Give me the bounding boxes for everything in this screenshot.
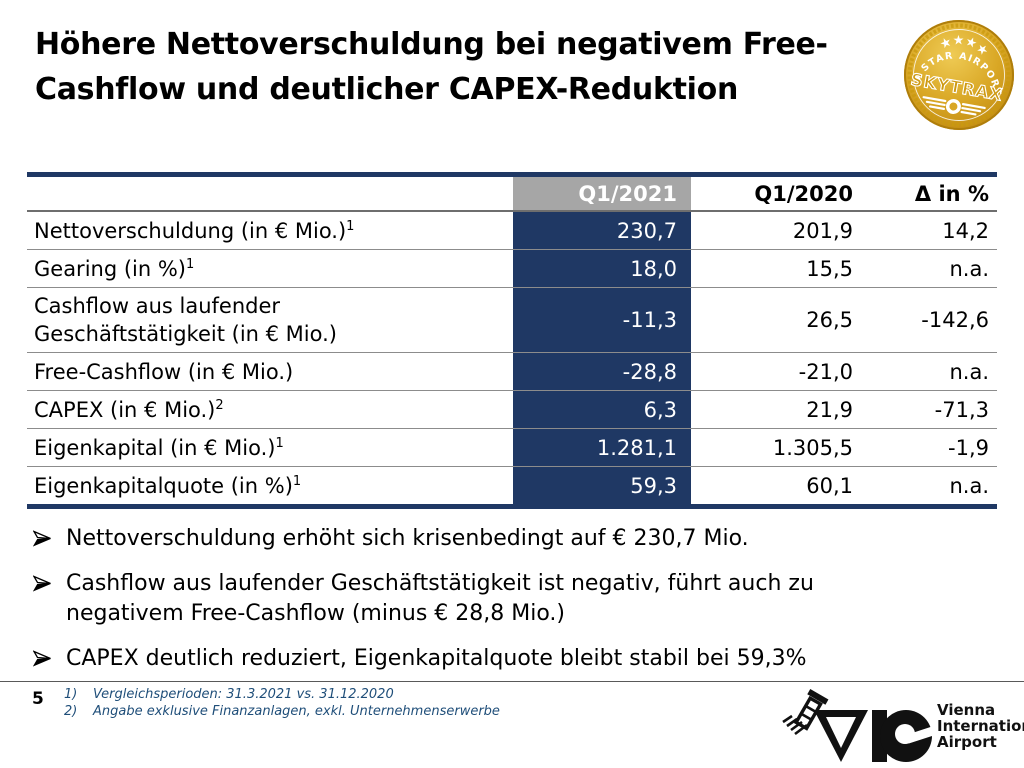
star-icon: ★ xyxy=(938,35,955,53)
row-label: Free-Cashflow (in € Mio.) xyxy=(34,360,294,384)
table-row: Cashflow aus laufender Geschäftstätigkei… xyxy=(27,287,997,353)
table-row: Eigenkapitalquote (in %)1 59,3 60,1 n.a. xyxy=(27,466,997,507)
value-q1-2021: 1.281,1 xyxy=(513,428,691,467)
value-q1-2021: 18,0 xyxy=(513,249,691,288)
vie-logo-text-line2: International xyxy=(937,717,1024,735)
bullet-text: Cashflow aus laufender Geschäftstätigkei… xyxy=(66,571,814,626)
skytrax-badge: ★ ★ ★ ★ 4 STAR AIRPORT SKYTRAX xyxy=(904,20,1014,130)
value-q1-2021: 6,3 xyxy=(513,390,691,429)
footnote-superscript: 1 xyxy=(275,436,284,451)
header-q1-2020: Q1/2020 xyxy=(754,181,853,206)
value-q1-2020: 21,9 xyxy=(806,397,853,422)
header-q1-2021: Q1/2021 xyxy=(513,174,691,211)
table-row: CAPEX (in € Mio.)2 6,3 21,9 -71,3 xyxy=(27,390,997,429)
vie-logo-text-line3: Airport xyxy=(937,733,997,751)
value-q1-2020: 201,9 xyxy=(792,218,853,243)
table-row: Eigenkapital (in € Mio.)1 1.281,1 1.305,… xyxy=(27,428,997,467)
arrow-bullet-icon xyxy=(33,650,51,667)
page-number: 5 xyxy=(32,689,44,709)
footnote-text: Vergleichsperioden: 31.3.2021 vs. 31.12.… xyxy=(93,687,394,702)
footnotes: 1) Vergleichsperioden: 31.3.2021 vs. 31.… xyxy=(64,686,500,720)
value-q1-2020: 1.305,5 xyxy=(772,435,853,460)
bullet-text: CAPEX deutlich reduziert, Eigenkapitalqu… xyxy=(66,646,807,671)
arrow-bullet-icon xyxy=(33,530,51,547)
row-label: Eigenkapital (in € Mio.) xyxy=(34,436,276,460)
table-row: Gearing (in %)1 18,0 15,5 n.a. xyxy=(27,249,997,288)
footnote-superscript: 1 xyxy=(186,257,195,272)
badge-wings-icon xyxy=(922,96,986,116)
table-row: Nettoverschuldung (in € Mio.)1 230,7 201… xyxy=(27,211,997,250)
page-title: Höhere Nettoverschuldung bei negativem F… xyxy=(35,22,828,112)
footer-divider xyxy=(0,681,1024,682)
value-q1-2021: 59,3 xyxy=(513,466,691,507)
footnote-superscript: 1 xyxy=(292,474,302,489)
page-title-line2: Cashflow und deutlicher CAPEX-Reduktion xyxy=(35,72,738,107)
footnote-number: 2) xyxy=(64,704,78,719)
footnote-number: 1) xyxy=(64,687,78,702)
vie-logo-text: Vienna International Airport xyxy=(937,702,1024,750)
value-q1-2020: -21,0 xyxy=(798,359,853,384)
value-q1-2021: -11,3 xyxy=(513,287,691,353)
footnote-superscript: 2 xyxy=(215,398,224,413)
vie-logo-text-line1: Vienna xyxy=(937,701,996,719)
value-delta: n.a. xyxy=(949,359,989,384)
bullet-text: Nettoverschuldung erhöht sich krisenbedi… xyxy=(66,526,749,551)
row-label: Nettoverschuldung (in € Mio.) xyxy=(34,219,347,243)
value-delta: 14,2 xyxy=(942,218,989,243)
value-delta: -142,6 xyxy=(921,308,989,332)
table-header-row: Q1/2021 Q1/2020 Δ in % xyxy=(27,174,997,212)
value-delta: -1,9 xyxy=(948,435,989,460)
footnote-text: Angabe exklusive Finanzanlagen, exkl. Un… xyxy=(93,704,500,719)
kpi-table: Q1/2021 Q1/2020 Δ in % Nettoverschuldung… xyxy=(27,172,997,509)
row-label: CAPEX (in € Mio.) xyxy=(34,398,216,422)
arrow-bullet-icon xyxy=(33,575,51,592)
footnote-superscript: 1 xyxy=(346,219,355,234)
bullet-list: Nettoverschuldung erhöht sich krisenbedi… xyxy=(33,524,906,689)
header-delta: Δ in % xyxy=(914,181,989,206)
vie-logo-icon xyxy=(782,689,932,762)
value-q1-2021: 230,7 xyxy=(513,211,691,250)
bullet-item: Nettoverschuldung erhöht sich krisenbedi… xyxy=(33,524,906,554)
bullet-item: Cashflow aus laufender Geschäftstätigkei… xyxy=(33,569,906,629)
vie-logo: Vienna International Airport xyxy=(780,688,1024,764)
value-q1-2021: -28,8 xyxy=(513,352,691,391)
header-metric xyxy=(27,175,513,212)
row-label: Eigenkapitalquote (in %) xyxy=(34,474,293,498)
table-row: Free-Cashflow (in € Mio.) -28,8 -21,0 n.… xyxy=(27,352,997,391)
page-title-line1: Höhere Nettoverschuldung bei negativem F… xyxy=(35,27,828,62)
value-delta: -71,3 xyxy=(934,397,989,422)
row-label: Gearing (in %) xyxy=(34,257,187,281)
value-q1-2020: 26,5 xyxy=(806,308,853,332)
star-icon: ★ xyxy=(953,33,965,48)
star-icon: ★ xyxy=(963,34,979,52)
footnote-item: 2) Angabe exklusive Finanzanlagen, exkl.… xyxy=(64,703,500,720)
row-label: Cashflow aus laufender Geschäftstätigkei… xyxy=(34,294,337,346)
value-delta: n.a. xyxy=(949,256,989,281)
value-delta: n.a. xyxy=(949,473,989,498)
bullet-item: CAPEX deutlich reduziert, Eigenkapitalqu… xyxy=(33,644,906,674)
footnote-item: 1) Vergleichsperioden: 31.3.2021 vs. 31.… xyxy=(64,686,500,703)
value-q1-2020: 15,5 xyxy=(806,256,853,281)
value-q1-2020: 60,1 xyxy=(806,473,853,498)
